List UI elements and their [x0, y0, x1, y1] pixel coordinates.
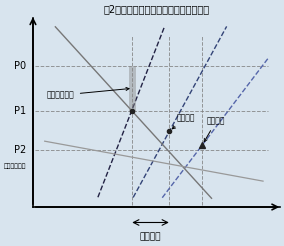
Title: 図2　生産調整廃止と直接支払いの効果: 図2 生産調整廃止と直接支払いの効果: [103, 4, 210, 14]
Text: 生産調整廃止: 生産調整廃止: [47, 87, 129, 100]
Text: （目標価格）: （目標価格）: [3, 163, 26, 169]
Text: 直接効果: 直接効果: [172, 113, 195, 129]
Text: P0: P0: [14, 61, 26, 71]
Text: P1: P1: [14, 106, 26, 116]
Text: 生産調整: 生産調整: [140, 233, 161, 242]
Text: P2: P2: [14, 145, 26, 155]
Text: 間接効果: 間接効果: [204, 116, 225, 142]
